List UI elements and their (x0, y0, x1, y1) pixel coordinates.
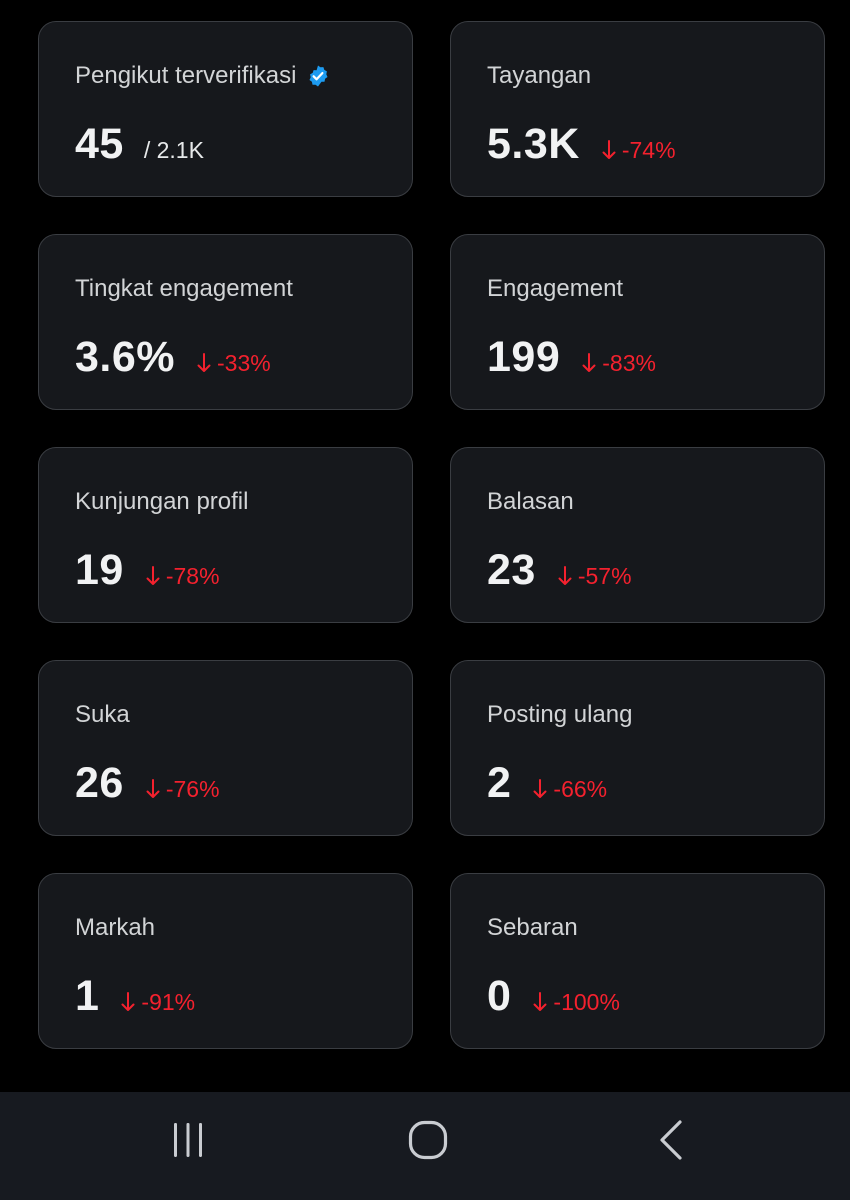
stat-card-reposts[interactable]: Posting ulang 2 -66% (450, 660, 825, 836)
stat-card-replies[interactable]: Balasan 23 -57% (450, 447, 825, 623)
stat-card-verified-followers[interactable]: Pengikut terverifikasi 45 / 2.1K (38, 21, 413, 197)
stat-change: -57% (558, 563, 632, 590)
stat-value: 3.6% (75, 333, 176, 381)
stat-value-row: 0 -100% (487, 972, 620, 1021)
recent-apps-button[interactable] (148, 1114, 228, 1170)
down-arrow-icon (602, 139, 616, 159)
stat-change: -91% (121, 989, 195, 1016)
down-arrow-icon (582, 352, 596, 372)
stat-change-value: -57% (577, 563, 632, 589)
system-navigation-bar (0, 1092, 850, 1200)
stat-card-likes[interactable]: Suka 26 -76% (38, 660, 413, 836)
stat-card-impressions[interactable]: Tayangan 5.3K -74% (450, 21, 825, 197)
stat-card-bookmarks[interactable]: Markah 1 -91% (38, 873, 413, 1049)
stat-value-row: 26 -76% (75, 759, 220, 808)
stat-change: -78% (146, 563, 220, 590)
down-arrow-icon (533, 778, 547, 798)
stat-value: 23 (487, 546, 536, 594)
stat-label: Balasan (487, 488, 574, 515)
down-arrow-icon (121, 991, 135, 1011)
recent-apps-icon (168, 1120, 208, 1165)
stat-value: 19 (75, 546, 124, 594)
stat-card-shares[interactable]: Sebaran 0 -100% (450, 873, 825, 1049)
stat-change: -100% (533, 989, 620, 1016)
stat-label-wrap: Kunjungan profil (75, 488, 248, 516)
stat-value-row: 2 -66% (487, 759, 607, 808)
stat-value-row: 3.6% -33% (75, 333, 271, 382)
stat-label-wrap: Posting ulang (487, 701, 632, 729)
stat-label: Posting ulang (487, 701, 633, 728)
stat-value: 1 (75, 972, 100, 1020)
stat-value: 26 (75, 759, 124, 807)
stat-label-wrap: Sebaran (487, 914, 578, 942)
stat-change-value: -91% (141, 989, 196, 1015)
stat-value-row: 23 -57% (487, 546, 632, 595)
home-button[interactable] (388, 1114, 468, 1170)
down-arrow-icon (146, 565, 160, 585)
stat-label-wrap: Suka (75, 701, 130, 729)
stat-change: -33% (197, 350, 271, 377)
stat-total: / 2.1K (143, 137, 204, 163)
stat-label: Kunjungan profil (75, 488, 249, 515)
stat-label-wrap: Balasan (487, 488, 574, 516)
stat-label-wrap: Engagement (487, 275, 623, 303)
down-arrow-icon (533, 991, 547, 1011)
stat-change-value: -74% (621, 137, 676, 163)
stat-label: Tayangan (487, 62, 592, 89)
stat-change-value: -78% (165, 563, 220, 589)
back-button[interactable] (630, 1114, 710, 1170)
stat-label-wrap: Tayangan (487, 62, 591, 90)
stat-value-row: 19 -78% (75, 546, 220, 595)
stat-card-engagement-rate[interactable]: Tingkat engagement 3.6% -33% (38, 234, 413, 410)
stat-label: Pengikut terverifikasi (75, 62, 297, 89)
stat-label: Suka (75, 701, 130, 728)
stat-change-value: -76% (165, 776, 220, 802)
stat-change-value: -33% (217, 350, 271, 376)
back-icon (650, 1118, 690, 1167)
stat-change: -66% (533, 776, 607, 803)
stat-value-row: 45 / 2.1K (75, 120, 204, 169)
stat-label: Engagement (487, 275, 624, 302)
stat-change: -74% (602, 137, 676, 164)
stat-value: 199 (487, 333, 561, 381)
stat-change-value: -66% (553, 776, 608, 802)
home-icon (407, 1119, 449, 1166)
stat-label-wrap: Pengikut terverifikasi (75, 62, 330, 90)
stat-value-row: 1 -91% (75, 972, 195, 1021)
stat-value: 2 (487, 759, 512, 807)
stat-label: Sebaran (487, 914, 578, 941)
stat-card-profile-visits[interactable]: Kunjungan profil 19 -78% (38, 447, 413, 623)
stat-label-wrap: Markah (75, 914, 155, 942)
stat-change: -76% (146, 776, 220, 803)
stat-value: 5.3K (487, 120, 580, 168)
stat-change-value: -83% (602, 350, 656, 376)
stats-grid: Pengikut terverifikasi 45 / 2.1K Tayanga… (38, 21, 825, 1049)
stat-label: Tingkat engagement (75, 275, 293, 302)
down-arrow-icon (146, 778, 160, 798)
stat-change-value: -100% (553, 989, 620, 1015)
stat-value-row: 199 -83% (487, 333, 656, 382)
stat-change: -83% (582, 350, 656, 377)
stat-card-engagements[interactable]: Engagement 199 -83% (450, 234, 825, 410)
verified-badge-icon (306, 64, 330, 88)
stat-value-row: 5.3K -74% (487, 120, 676, 169)
stat-value: 0 (487, 972, 512, 1020)
down-arrow-icon (197, 352, 211, 372)
stat-label-wrap: Tingkat engagement (75, 275, 293, 303)
down-arrow-icon (558, 565, 572, 585)
stat-value: 45 (75, 120, 124, 168)
stat-label: Markah (75, 914, 156, 941)
